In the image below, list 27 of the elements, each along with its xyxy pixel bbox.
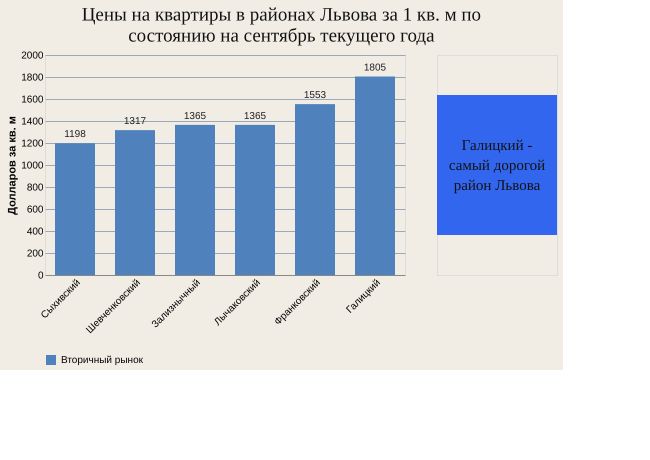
data-label: 1553 [304, 90, 327, 102]
y-tick-label: 1600 [21, 94, 44, 106]
data-label: 1317 [124, 116, 147, 128]
data-label: 1805 [364, 62, 387, 74]
y-tick-label: 600 [26, 204, 44, 216]
bar [55, 143, 95, 275]
data-label: 1365 [184, 110, 207, 122]
legend-label: Вторичный рынок [61, 355, 144, 366]
y-axis-title: Долларов за кв. м [6, 116, 18, 215]
y-tick-label: 800 [26, 182, 44, 194]
y-tick-label: 1800 [21, 72, 44, 84]
data-label: 1365 [244, 110, 267, 122]
bar [115, 130, 155, 275]
bar [175, 124, 215, 275]
y-tick-label: 400 [26, 226, 44, 238]
y-tick-label: 0 [38, 270, 44, 282]
y-tick-label: 1200 [21, 138, 44, 150]
data-label: 1198 [64, 129, 86, 140]
y-tick-label: 2000 [21, 50, 44, 62]
y-tick-label: 1400 [21, 116, 44, 128]
bar [355, 76, 395, 275]
y-tick-label: 200 [26, 248, 44, 260]
text: Галицкий - самый дорогой район Львова [448, 138, 546, 194]
y-tick-label: 1000 [21, 160, 44, 172]
bar [235, 124, 275, 275]
bar [295, 104, 335, 275]
chart-title: Цены на квартиры в районах Львова за 1 кв. м по состоянию на сентябрь текущего года [82, 4, 482, 46]
